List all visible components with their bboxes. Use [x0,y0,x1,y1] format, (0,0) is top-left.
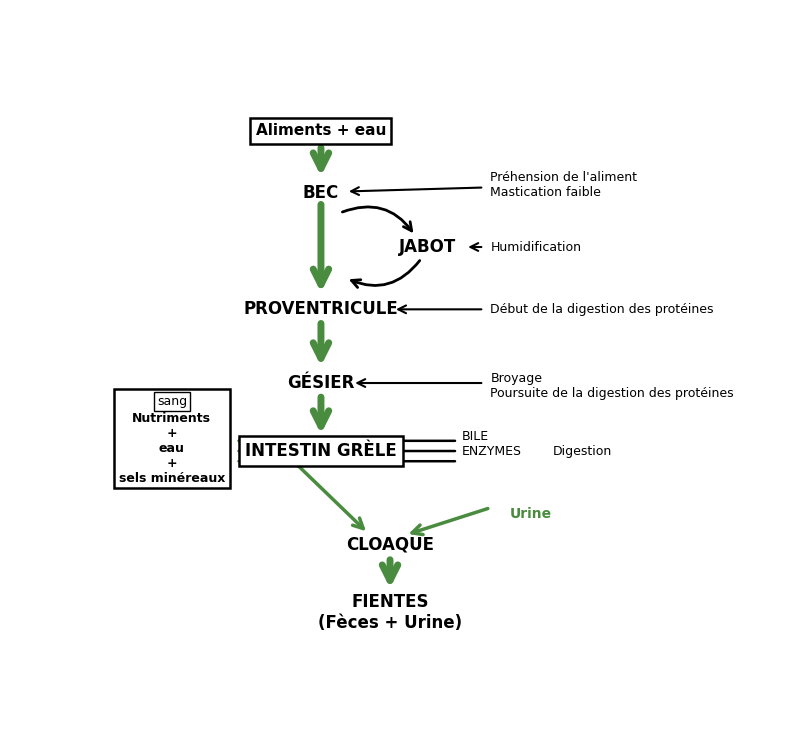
Text: BILE
ENZYMES: BILE ENZYMES [463,431,522,459]
Text: GÉSIER: GÉSIER [288,374,355,392]
Text: FIENTES
(Fèces + Urine): FIENTES (Fèces + Urine) [318,593,462,632]
Text: CLOAQUE: CLOAQUE [346,536,434,553]
Text: sang: sang [157,394,187,408]
Text: Début de la digestion des protéines: Début de la digestion des protéines [490,302,714,316]
Text: PROVENTRICULE: PROVENTRICULE [244,300,399,319]
Text: BEC: BEC [303,184,339,202]
Text: Urine: Urine [509,508,552,522]
Text: INTESTIN GRÈLE: INTESTIN GRÈLE [245,442,397,460]
Text: Broyage
Poursuite de la digestion des protéines: Broyage Poursuite de la digestion des pr… [490,372,734,400]
Text: Aliments + eau: Aliments + eau [256,124,386,138]
Text: Digestion: Digestion [553,445,612,458]
Text: JABOT: JABOT [399,238,456,256]
Text: Nutriments
+
eau
+
sels minéreaux: Nutriments + eau + sels minéreaux [119,411,225,485]
Text: Humidification: Humidification [490,241,582,253]
FancyBboxPatch shape [113,389,230,488]
Text: Préhension de l'aliment
Mastication faible: Préhension de l'aliment Mastication faib… [490,171,637,199]
